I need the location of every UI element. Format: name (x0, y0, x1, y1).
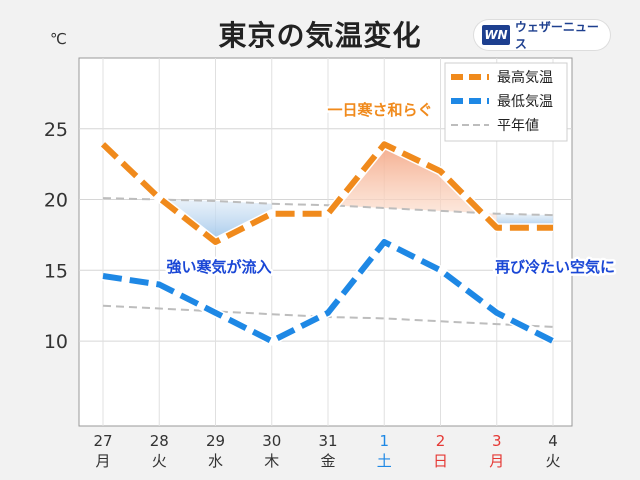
x-tick-weekday: 土 (377, 452, 392, 470)
x-tick-weekday: 金 (320, 452, 335, 470)
y-tick-label: 15 (44, 260, 68, 282)
normal-high-line (102, 197, 554, 217)
series-high-line (100, 141, 553, 245)
x-tick-day: 1 (379, 432, 389, 450)
logo-mark: WN (482, 25, 510, 45)
y-tick-label: 20 (44, 190, 68, 212)
x-tick-day: 2 (436, 432, 446, 450)
annotation-label-1: 強い寒気が流入 (166, 258, 271, 276)
x-tick-day: 28 (150, 432, 169, 450)
legend-label-0: 最高気温 (497, 69, 553, 86)
annotation-label-0: 一日寒さ和らぐ (327, 101, 432, 119)
x-tick-weekday: 火 (545, 452, 560, 470)
x-tick-day: 4 (548, 432, 558, 450)
x-tick-weekday: 日 (433, 452, 448, 470)
x-tick-weekday: 月 (95, 452, 110, 470)
x-tick-weekday: 火 (152, 452, 167, 470)
x-tick-day: 29 (206, 432, 225, 450)
x-tick-day: 31 (318, 432, 337, 450)
annotation-label-2: 再び冷たい空気に (495, 258, 615, 276)
legend-label-2: 平年値 (497, 118, 539, 134)
x-tick-day: 27 (93, 432, 112, 450)
x-tick-day: 30 (262, 432, 281, 450)
cold-anomaly-fill (159, 198, 272, 242)
y-tick-labels: 10 15 20 25 (44, 119, 68, 353)
x-tick-day: 3 (492, 432, 502, 450)
y-tick-label: 25 (44, 119, 68, 141)
x-tick-weekday: 水 (208, 452, 223, 470)
legend-box (444, 62, 568, 142)
chart-title: 東京の気温変化 (218, 19, 422, 52)
grid-lines (79, 58, 572, 426)
logo-text: ウェザーニュース (514, 20, 599, 51)
y-tick-label: 10 (44, 331, 68, 353)
x-tick-weekday: 月 (489, 452, 504, 470)
weathernews-logo: WN ウェザーニュース (474, 20, 610, 51)
legend-label-1: 最低気温 (497, 94, 553, 110)
x-tick-labels: 27 月 28 火 29 水 30 木 31 金 1 土 2 日 3 月 4 火 (93, 432, 560, 470)
x-tick-weekday: 木 (264, 452, 279, 470)
y-unit-label: ℃ (50, 30, 67, 48)
series-lines (99, 139, 556, 346)
